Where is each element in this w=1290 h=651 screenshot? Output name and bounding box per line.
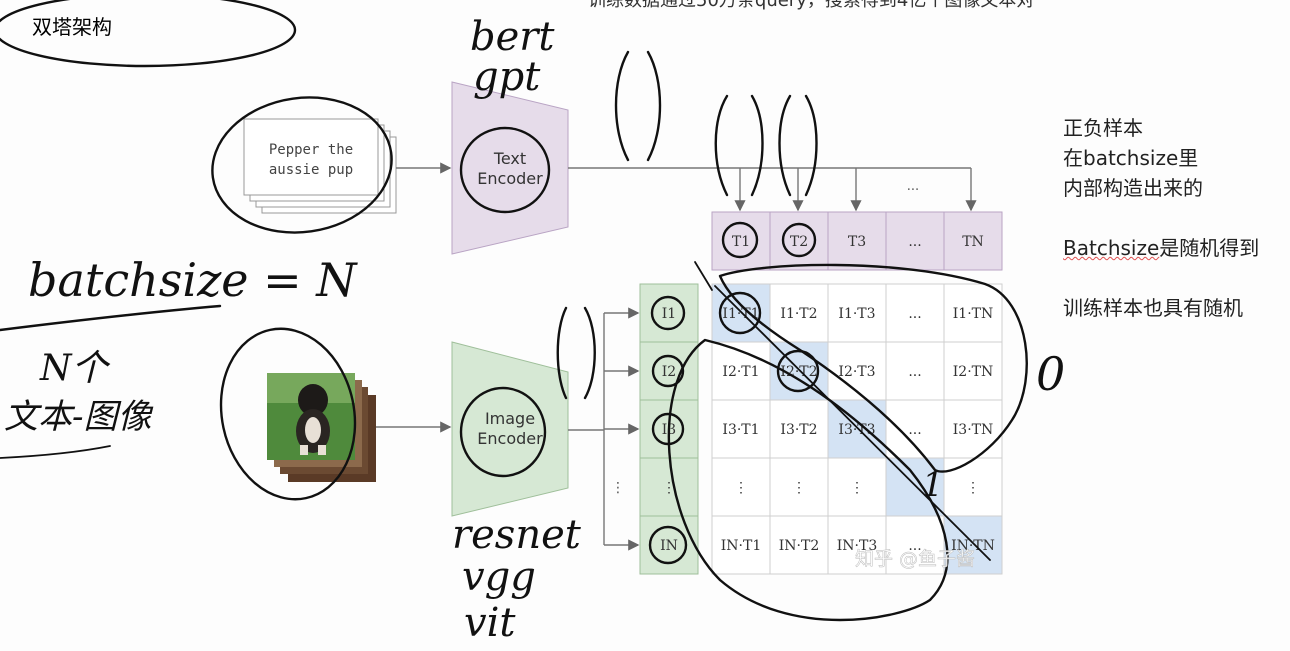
text-embedding-label: T1 bbox=[732, 234, 750, 250]
text-embedding-label: ... bbox=[908, 234, 921, 250]
matrix-cell-label: I2·TN bbox=[953, 364, 993, 380]
batch-underline bbox=[0, 306, 220, 330]
hand-vgg: vgg bbox=[462, 554, 536, 600]
matrix-cell-label: ... bbox=[908, 306, 921, 322]
matrix-cell-label: IN·T1 bbox=[721, 538, 761, 554]
text-embedding-label: T3 bbox=[848, 234, 866, 250]
svg-text:⋮: ⋮ bbox=[611, 480, 625, 496]
note-line4-rest: 是随机得到 bbox=[1159, 236, 1259, 260]
note-line4-batchsize: Batchsize bbox=[1063, 236, 1159, 260]
fanout-ellipsis: ... bbox=[907, 179, 919, 194]
paren-1 bbox=[616, 52, 628, 160]
image-embedding-label: I1 bbox=[662, 306, 676, 322]
note-line1: 正负样本 bbox=[1063, 112, 1143, 141]
text-input-line1: Pepper the bbox=[269, 142, 353, 158]
matrix-cell-label: ... bbox=[908, 422, 921, 438]
note-line4: Batchsize是随机得到 bbox=[1063, 232, 1259, 261]
text-embedding-label: T2 bbox=[790, 234, 808, 250]
text-input-stack: Pepper the aussie pup bbox=[244, 119, 396, 213]
matrix-cell-label: I1·T3 bbox=[838, 306, 875, 322]
note-line3: 内部构造出来的 bbox=[1063, 172, 1203, 201]
note-line5: 训练样本也具有随机 bbox=[1063, 292, 1243, 321]
matrix-cell-label: I1·T2 bbox=[780, 306, 817, 322]
matrix-cell-label: I3·TN bbox=[953, 422, 993, 438]
image-encoder-label-1: Image bbox=[485, 409, 535, 428]
image-embedding-label: IN bbox=[660, 538, 678, 554]
text-encoder-label-1: Text bbox=[493, 149, 526, 168]
hand-gpt: gpt bbox=[473, 54, 541, 100]
image-input-stack bbox=[267, 373, 376, 482]
matrix-cell-label: I2·T3 bbox=[838, 364, 875, 380]
watermark: 知乎 @鱼子酱 bbox=[855, 548, 975, 570]
title-label: 双塔架构 bbox=[32, 15, 112, 39]
top-note: 训练数据通过50万条query，搜索得到4亿个图像文本对 bbox=[588, 0, 1034, 12]
matrix-cell-label: ⋮ bbox=[850, 480, 864, 496]
matrix-cell-label: I3·T1 bbox=[722, 422, 759, 438]
matrix-cell-label: I2·T1 bbox=[722, 364, 759, 380]
hand-resnet: resnet bbox=[452, 512, 582, 558]
note-line2: 在batchsize里 bbox=[1063, 142, 1198, 171]
hand-vit: vit bbox=[464, 600, 516, 646]
hand-zero: 0 bbox=[1036, 347, 1065, 401]
hand-n-ge: N个 bbox=[39, 348, 111, 389]
matrix-cell-label: I3·T2 bbox=[780, 422, 817, 438]
matrix-cell-label: ⋮ bbox=[734, 480, 748, 496]
matrix-cell-label: I1·TN bbox=[953, 306, 993, 322]
image-encoder-label-2: Encoder bbox=[477, 429, 543, 448]
hand-batchsize: batchsize = N bbox=[28, 253, 358, 307]
hand-text-image: 文本-图像 bbox=[4, 397, 153, 437]
text-embedding-row: T1 T2 T3... TN bbox=[712, 212, 1002, 270]
text-encoder-label-2: Encoder bbox=[477, 169, 543, 188]
matrix-cell-label: I3·T3 bbox=[838, 422, 875, 438]
matrix-cell-label: IN·T2 bbox=[779, 538, 819, 554]
text-embedding-label: TN bbox=[962, 234, 984, 250]
text-encoder-block bbox=[452, 82, 568, 254]
text-input-line2: aussie pup bbox=[269, 162, 353, 178]
matrix-cell-label: I1·T1 bbox=[722, 306, 759, 322]
hand-one: 1 bbox=[922, 465, 944, 505]
matrix-cell-label: ⋮ bbox=[966, 480, 980, 496]
matrix-cell-label: ... bbox=[908, 364, 921, 380]
image-embedding-label: I2 bbox=[662, 364, 676, 380]
matrix-cell-label: ⋮ bbox=[792, 480, 806, 496]
